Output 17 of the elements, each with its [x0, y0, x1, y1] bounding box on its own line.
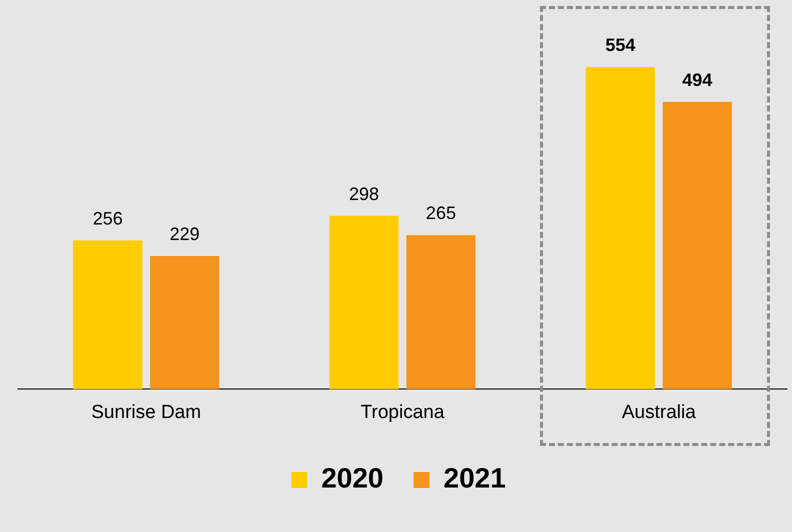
bar	[329, 216, 399, 390]
bar	[150, 256, 220, 390]
x-tick-label: Sunrise Dam	[91, 402, 202, 423]
data-label: 265	[426, 203, 456, 224]
bar	[662, 102, 732, 390]
data-label: 256	[92, 208, 123, 228]
bar	[73, 240, 142, 390]
data-label: 554	[605, 34, 636, 55]
bar	[586, 67, 655, 390]
data-label: 229	[170, 224, 200, 244]
x-tick-label: Australia	[622, 402, 696, 423]
legend-label: 2021	[444, 462, 506, 494]
data-label: 298	[349, 184, 380, 204]
legend-label: 2020	[321, 462, 384, 494]
data-label: 494	[682, 70, 712, 90]
x-tick-label: Tropicana	[360, 402, 445, 423]
bar	[406, 235, 476, 390]
